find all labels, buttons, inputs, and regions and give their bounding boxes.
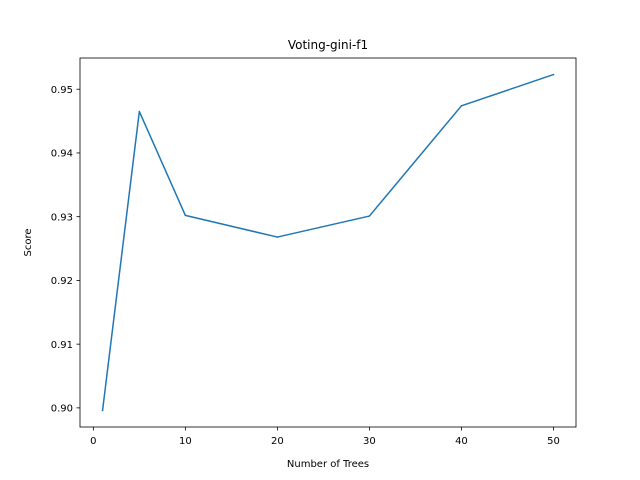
data-point [369,215,371,217]
x-tick-label: 30 [363,436,376,447]
data-point [553,74,555,76]
x-tick-label: 20 [271,436,284,447]
y-tick-label: 0.93 [51,212,73,223]
data-point [461,105,463,107]
x-tick-label: 10 [179,436,192,447]
data-point [139,111,141,113]
x-tick-label: 40 [455,436,468,447]
y-tick-label: 0.95 [51,85,73,96]
y-axis-label: Score [23,228,34,256]
data-point [102,410,104,412]
y-tick-label: 0.91 [51,340,73,351]
y-tick-label: 0.92 [51,276,73,287]
y-tick-label: 0.94 [51,149,73,160]
data-point [277,236,279,238]
y-tick-label: 0.90 [51,403,73,414]
x-tick-label: 50 [547,436,560,447]
chart-title: Voting-gini-f1 [288,38,368,52]
plot-area [80,58,576,427]
x-axis-label: Number of Trees [287,459,369,470]
x-tick-label: 0 [90,436,96,447]
data-point [185,215,187,217]
